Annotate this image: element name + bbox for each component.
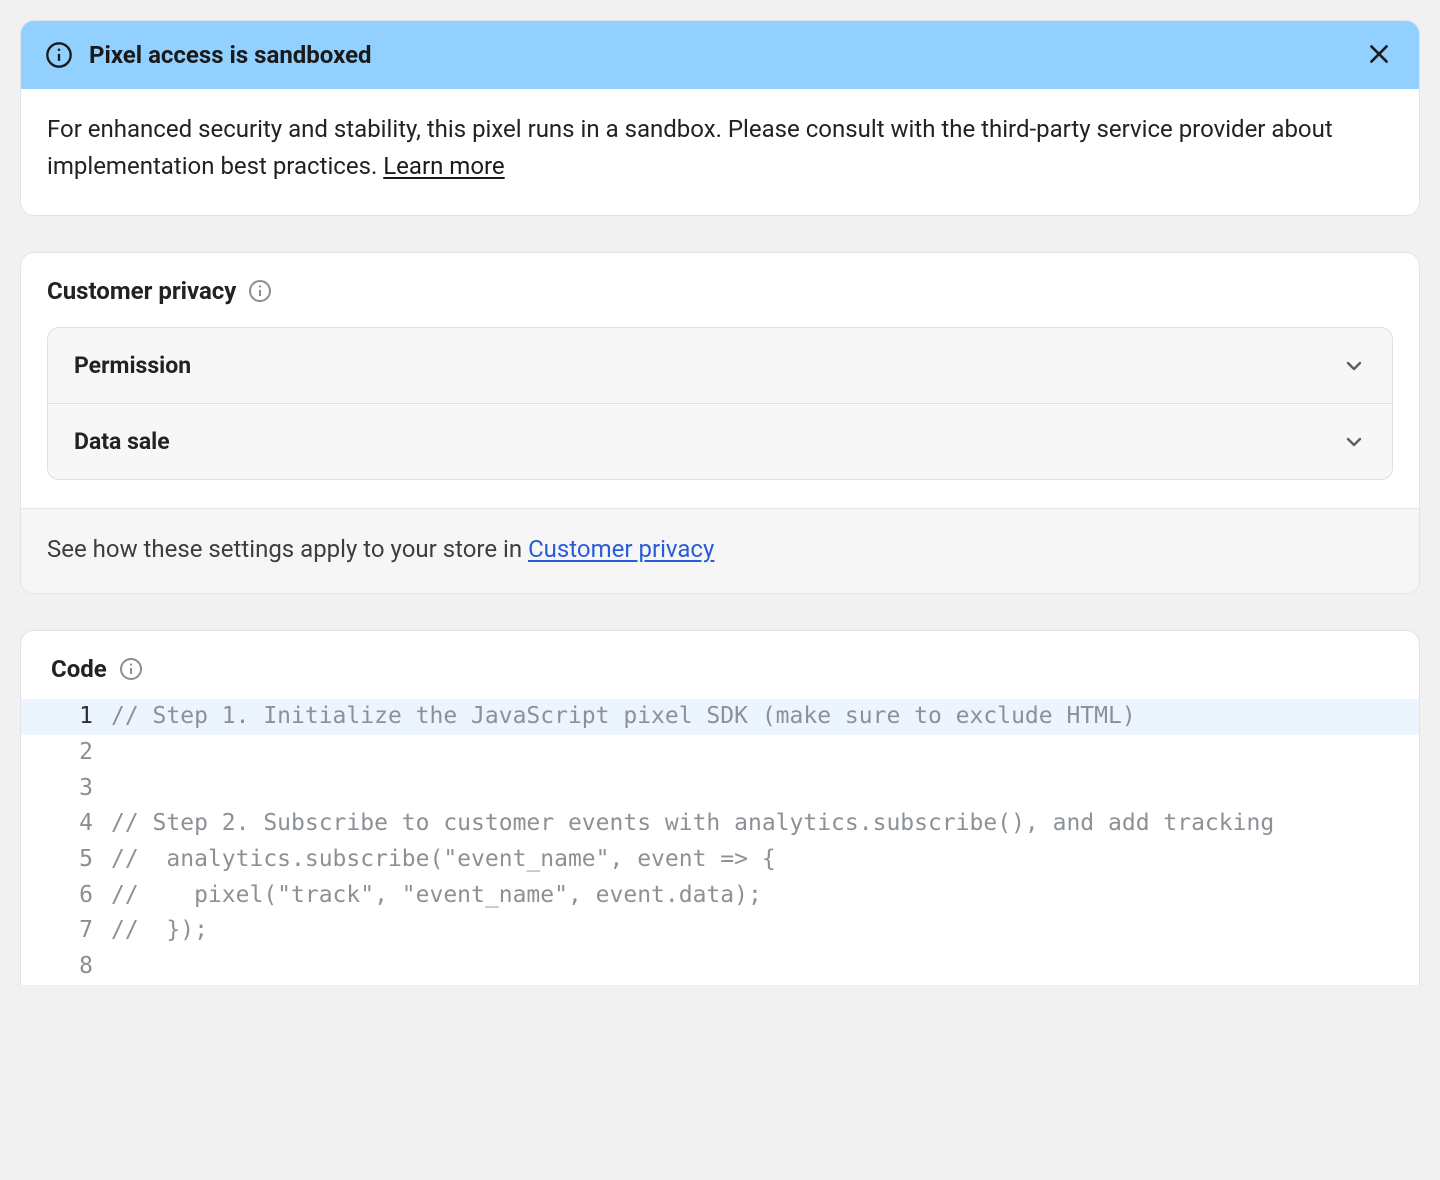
code-heading: Code bbox=[51, 655, 107, 683]
customer-privacy-card: Customer privacy Permission Data sa bbox=[20, 252, 1420, 594]
code-editor[interactable]: 1// Step 1. Initialize the JavaScript pi… bbox=[21, 699, 1419, 984]
code-line: 2 bbox=[21, 735, 1419, 771]
privacy-footer: See how these settings apply to your sto… bbox=[21, 508, 1419, 593]
accordion-label: Data sale bbox=[74, 428, 170, 455]
sandbox-banner: Pixel access is sandboxed For enhanced s… bbox=[20, 20, 1420, 216]
code-card: Code 1// Step 1. Initialize the JavaScri… bbox=[20, 630, 1420, 984]
privacy-heading: Customer privacy bbox=[47, 277, 236, 305]
code-text: // pixel("track", "event_name", event.da… bbox=[111, 878, 1419, 914]
code-text: // analytics.subscribe("event_name", eve… bbox=[111, 842, 1419, 878]
info-icon[interactable] bbox=[119, 657, 143, 681]
code-line: 3 bbox=[21, 771, 1419, 807]
line-number: 6 bbox=[21, 878, 111, 914]
banner-header: Pixel access is sandboxed bbox=[21, 21, 1419, 89]
code-line: 8 bbox=[21, 949, 1419, 985]
chevron-down-icon bbox=[1342, 354, 1366, 378]
code-line: 4// Step 2. Subscribe to customer events… bbox=[21, 806, 1419, 842]
line-number: 1 bbox=[21, 699, 111, 735]
line-number: 4 bbox=[21, 806, 111, 842]
code-text: // }); bbox=[111, 913, 1419, 949]
accordion-item-permission[interactable]: Permission bbox=[48, 328, 1392, 403]
accordion-label: Permission bbox=[74, 352, 191, 379]
code-heading-row: Code bbox=[21, 631, 1419, 699]
banner-title: Pixel access is sandboxed bbox=[89, 41, 372, 69]
line-number: 7 bbox=[21, 913, 111, 949]
info-icon[interactable] bbox=[248, 279, 272, 303]
banner-body: For enhanced security and stability, thi… bbox=[21, 89, 1419, 215]
code-line: 6// pixel("track", "event_name", event.d… bbox=[21, 878, 1419, 914]
privacy-accordion: Permission Data sale bbox=[47, 327, 1393, 480]
customer-privacy-link[interactable]: Customer privacy bbox=[528, 535, 714, 563]
code-line: 5// analytics.subscribe("event_name", ev… bbox=[21, 842, 1419, 878]
banner-body-text: For enhanced security and stability, thi… bbox=[47, 115, 1333, 180]
accordion-item-data-sale[interactable]: Data sale bbox=[48, 403, 1392, 479]
line-number: 2 bbox=[21, 735, 111, 771]
info-icon bbox=[45, 41, 73, 69]
privacy-heading-row: Customer privacy bbox=[21, 253, 1419, 327]
code-text: // Step 2. Subscribe to customer events … bbox=[111, 806, 1419, 842]
code-text bbox=[111, 771, 1419, 807]
code-line: 1// Step 1. Initialize the JavaScript pi… bbox=[21, 699, 1419, 735]
learn-more-link[interactable]: Learn more bbox=[383, 152, 504, 180]
line-number: 3 bbox=[21, 771, 111, 807]
code-line: 7// }); bbox=[21, 913, 1419, 949]
code-text: // Step 1. Initialize the JavaScript pix… bbox=[111, 699, 1419, 735]
close-button[interactable] bbox=[1359, 35, 1399, 75]
close-icon bbox=[1366, 41, 1392, 70]
code-text bbox=[111, 735, 1419, 771]
chevron-down-icon bbox=[1342, 430, 1366, 454]
code-text bbox=[111, 949, 1419, 985]
line-number: 8 bbox=[21, 949, 111, 985]
privacy-footer-text: See how these settings apply to your sto… bbox=[47, 535, 528, 563]
line-number: 5 bbox=[21, 842, 111, 878]
